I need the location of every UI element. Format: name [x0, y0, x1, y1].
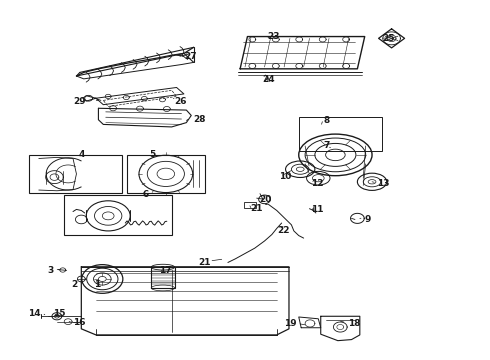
- Text: 16: 16: [73, 318, 86, 327]
- Text: 9: 9: [365, 215, 371, 224]
- Text: 29: 29: [74, 96, 86, 105]
- Bar: [244, 202, 256, 208]
- Text: 21: 21: [198, 258, 211, 267]
- Text: 15: 15: [53, 309, 66, 318]
- Text: 20: 20: [260, 195, 272, 204]
- Bar: [299, 117, 382, 151]
- Text: 2: 2: [72, 280, 78, 289]
- Bar: [29, 155, 122, 193]
- Text: 7: 7: [323, 141, 330, 150]
- Text: 18: 18: [347, 319, 360, 328]
- Text: 21: 21: [250, 204, 262, 213]
- Bar: [127, 155, 205, 193]
- Text: 22: 22: [277, 226, 289, 235]
- Text: 3: 3: [47, 266, 53, 275]
- Text: 11: 11: [311, 205, 323, 214]
- Bar: [151, 267, 174, 288]
- Text: 5: 5: [150, 150, 156, 159]
- Text: 17: 17: [159, 266, 172, 275]
- Text: 4: 4: [79, 150, 85, 159]
- Text: 28: 28: [194, 114, 206, 123]
- Text: 24: 24: [262, 75, 275, 84]
- Text: 6: 6: [143, 190, 148, 199]
- Text: 25: 25: [382, 34, 394, 43]
- Text: 26: 26: [174, 96, 187, 105]
- Text: 10: 10: [279, 172, 292, 181]
- Text: 14: 14: [28, 309, 41, 318]
- Text: 19: 19: [284, 319, 296, 328]
- Text: 27: 27: [184, 52, 196, 61]
- Bar: [64, 195, 172, 234]
- Text: 12: 12: [311, 179, 323, 188]
- Text: 23: 23: [267, 32, 279, 41]
- Text: 8: 8: [323, 116, 329, 125]
- Text: 1: 1: [95, 280, 101, 289]
- Text: 13: 13: [377, 179, 390, 188]
